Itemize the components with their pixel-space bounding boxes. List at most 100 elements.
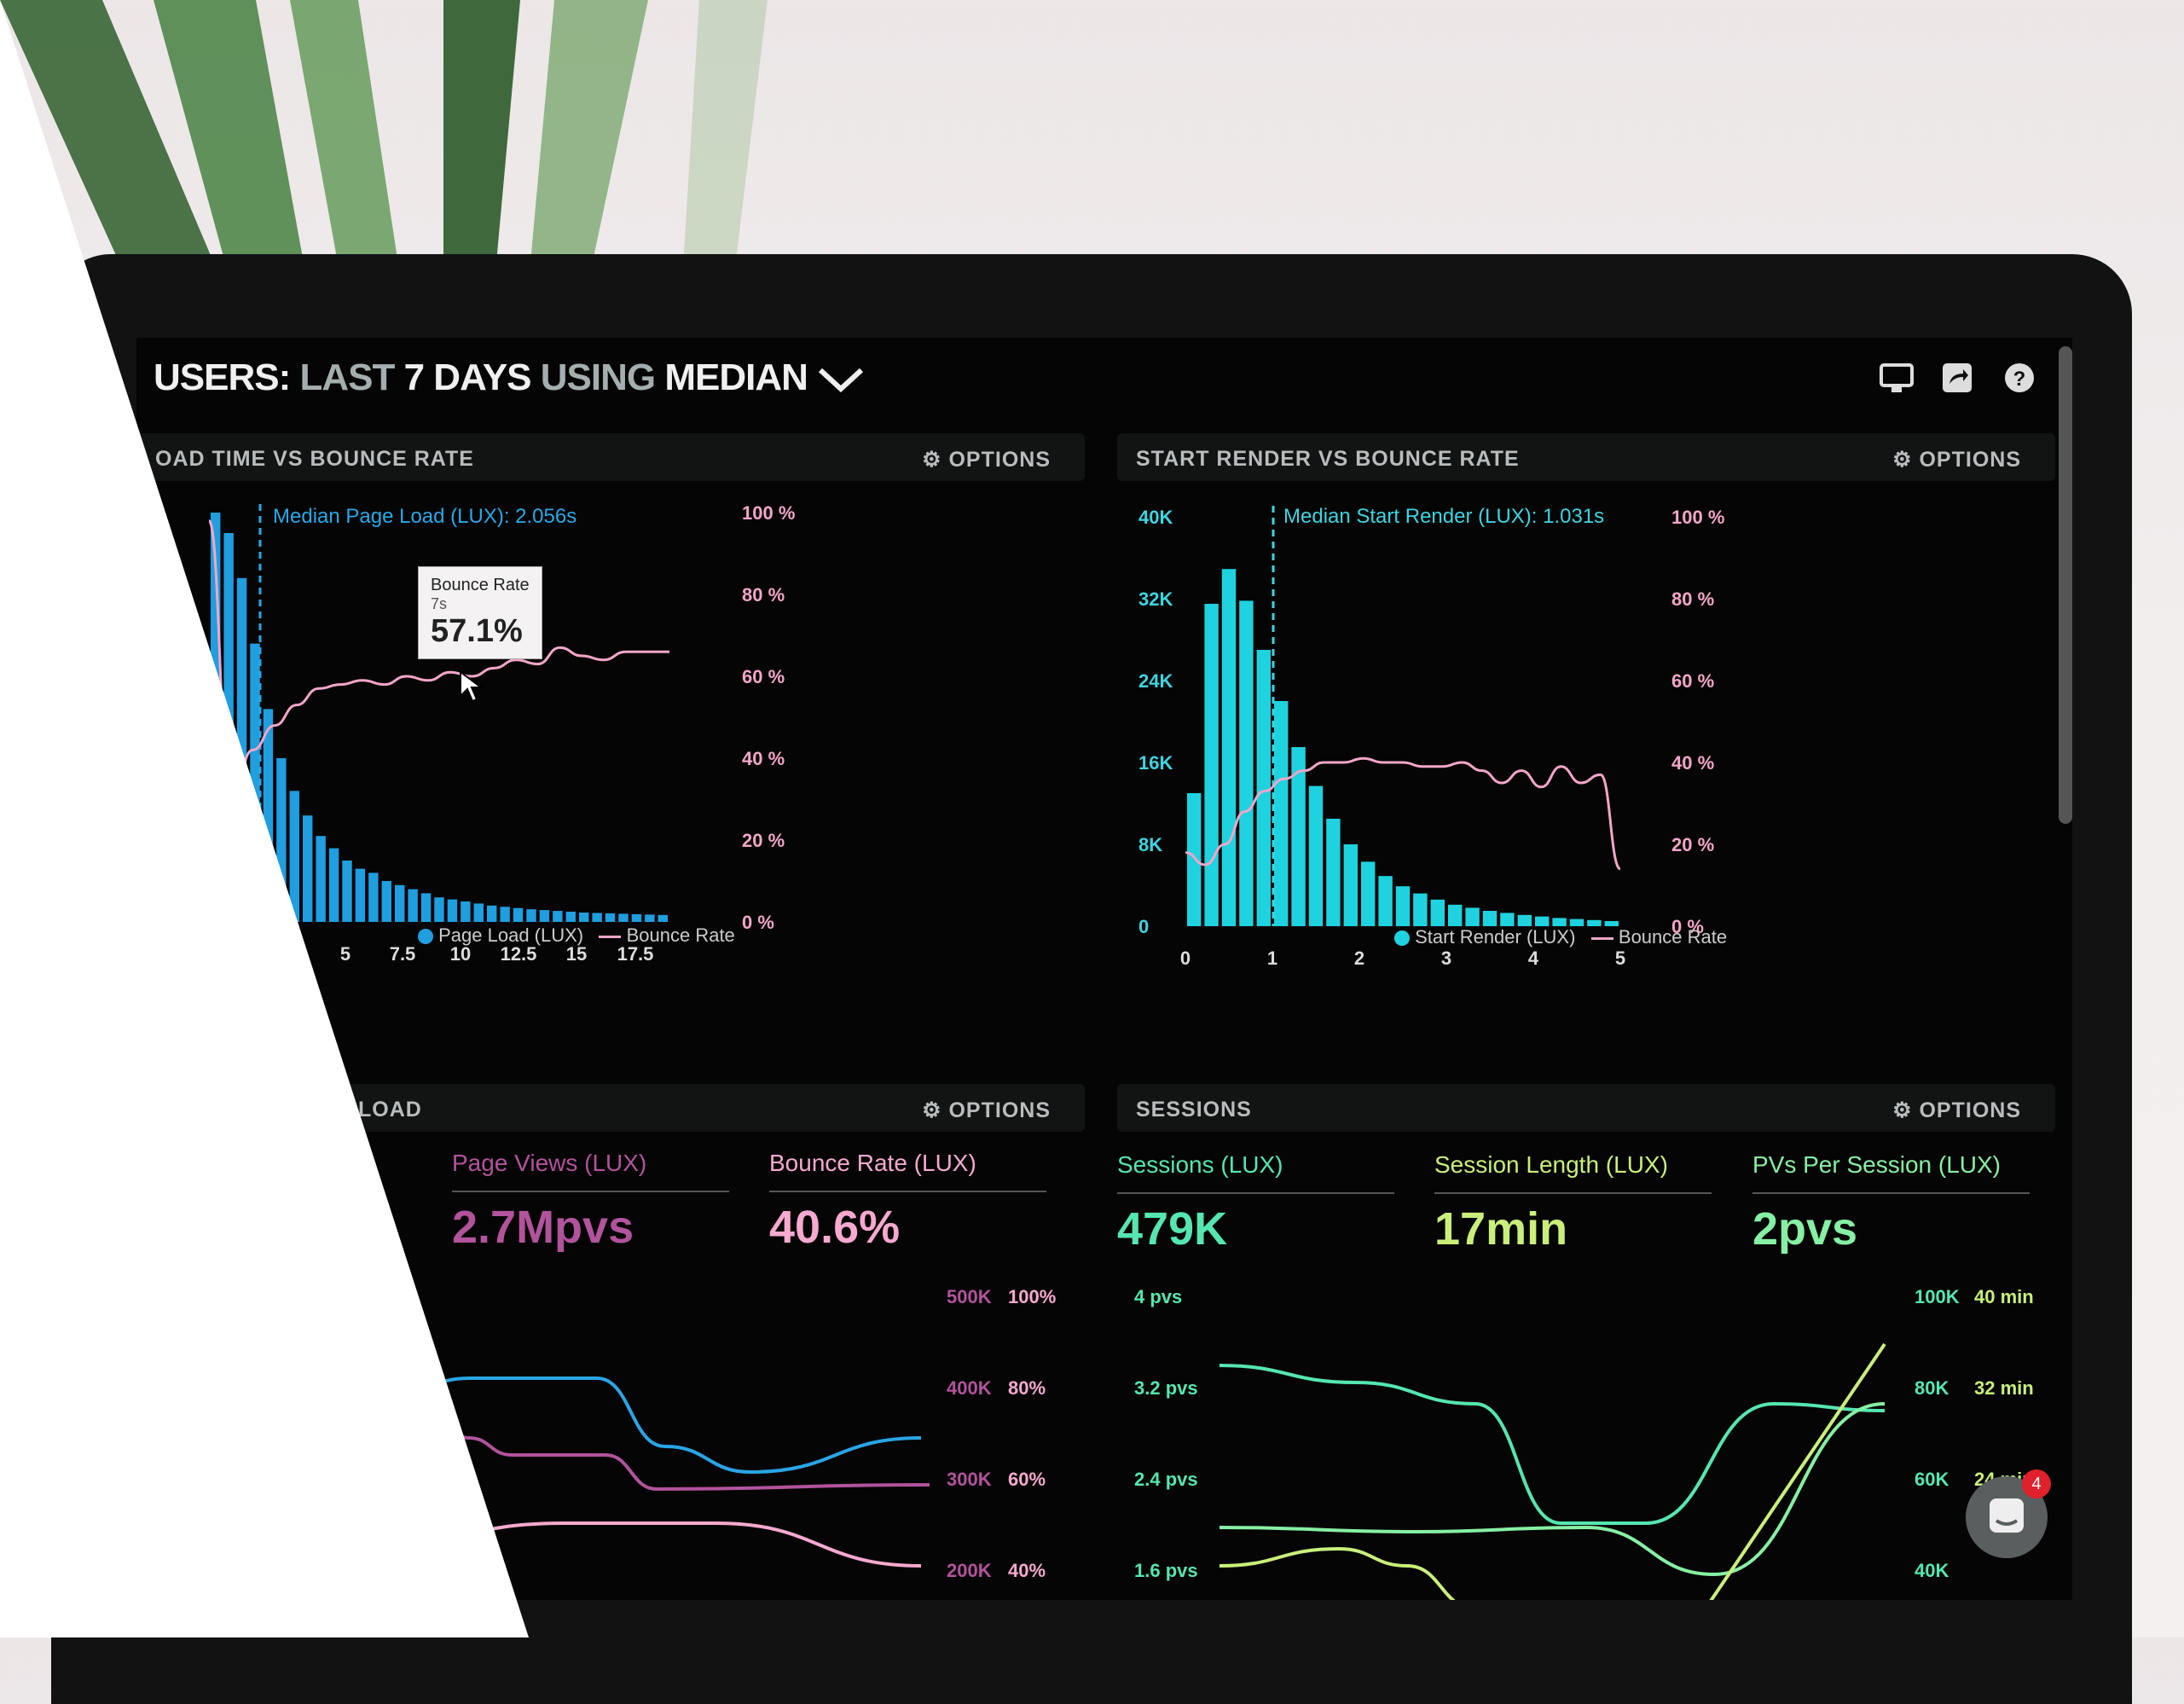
page-load-bar	[289, 791, 299, 922]
page-load-bar	[381, 881, 391, 922]
start-render-bar	[1430, 899, 1445, 926]
start-render-bar	[1221, 569, 1237, 926]
options-button[interactable]: ⚙ OPTIONS	[922, 448, 1051, 472]
start-render-bar	[1361, 861, 1376, 926]
page-load-bar	[328, 848, 339, 922]
y-axis-views-tick: 500K	[947, 1286, 992, 1307]
start-render-bar	[1308, 785, 1324, 926]
page-load-bar	[420, 893, 432, 922]
start-render-bar	[1535, 916, 1550, 926]
dashboard-screen: USERS: LAST 7 DAYS USING MEDIAN ? OAD TI…	[136, 338, 2072, 1600]
page-load-bar	[250, 643, 260, 922]
start-render-bar	[1378, 876, 1393, 926]
help-icon[interactable]: ?	[2001, 362, 2038, 394]
render-vs-bounce-chart: 40K 32K 24K 16K 8K 0 100 % 80 % 60 % 40 % 20 % 0 % 0…	[1138, 506, 1724, 969]
start-render-bar	[1482, 911, 1498, 926]
page-load-bar	[461, 901, 471, 922]
panel-title: LOAD	[358, 1098, 422, 1122]
y-axis-right-tick: 20 %	[742, 830, 785, 851]
page-load-bar	[579, 912, 589, 922]
plant-leaves-background	[0, 0, 768, 281]
y-axis-left-tick: 40K	[1138, 507, 1173, 528]
legend-page-load: Page Load (LUX)	[438, 924, 584, 946]
start-render-bar	[1187, 793, 1202, 926]
start-render-bar	[1291, 747, 1306, 926]
page-load-bar	[316, 836, 326, 922]
kpi-divider	[1752, 1192, 2030, 1194]
y-axis-sessions-tick: 80K	[1915, 1377, 1949, 1399]
chat-icon	[1990, 1498, 2024, 1533]
page-load-bar	[434, 897, 444, 922]
session-length-label: Session Length (LUX)	[1434, 1151, 1668, 1178]
page-load-bar	[658, 914, 668, 922]
page-load-bar	[355, 868, 366, 922]
page-load-bar	[592, 913, 602, 922]
y-axis-right-tick: 20 %	[1671, 834, 1714, 855]
start-render-bar	[1326, 819, 1341, 926]
pvs-per-session-value: 2pvs	[1752, 1203, 1858, 1255]
legend-panel2: Start Render (LUX) Bounce Rate	[1394, 926, 1727, 948]
page-load-bar	[553, 911, 563, 922]
load-trend-chart: 500K 400K 300K 200K 100% 80% 60% 40%	[392, 1286, 1056, 1581]
legend-dot-icon	[1394, 930, 1410, 947]
session-length-value: 17min	[1434, 1203, 1568, 1255]
options-button[interactable]: ⚙ OPTIONS	[1892, 448, 2021, 472]
header-toolbar: ?	[1878, 362, 2038, 394]
options-button[interactable]: ⚙ OPTIONS	[1892, 1098, 2021, 1122]
load-vs-bounce-chart: 100 %80 %60 %40 %20 %0 %5 7.5 10 12.5 15 17.5	[207, 502, 795, 965]
y-axis-pvs-tick: 2.4 pvs	[1134, 1469, 1198, 1490]
sessions-line	[1219, 1364, 1886, 1525]
bounce-rate-line	[392, 1521, 922, 1568]
session-length-rise-line	[1709, 1342, 1886, 1600]
chevron-down-icon[interactable]	[817, 367, 865, 393]
start-render-bar	[1239, 600, 1254, 926]
y-axis-pvs-tick: 1.6 pvs	[1134, 1560, 1198, 1581]
bounce-rate-label: Bounce Rate (LUX)	[769, 1150, 976, 1176]
monitor-icon[interactable]	[1878, 362, 1915, 394]
title-last: LAST	[299, 356, 395, 398]
panel-load-header: LOAD ⚙ OPTIONS	[136, 1084, 1085, 1132]
y-axis-left-tick: 0	[1138, 916, 1149, 937]
kpi-divider	[769, 1191, 1046, 1192]
page-load-bar	[565, 912, 576, 922]
y-axis-right-tick: 80 %	[742, 584, 785, 606]
page-load-bar	[473, 903, 484, 922]
y-axis-right-tick: 80 %	[1671, 588, 1714, 610]
page-load-bar	[539, 910, 550, 922]
x-axis-tick: 3	[1441, 948, 1451, 969]
legend-bounce-rate: Bounce Rate	[626, 924, 735, 946]
page-load-bar	[645, 914, 655, 922]
svg-text:?: ?	[2013, 368, 2026, 391]
chat-button[interactable]: 4	[1966, 1469, 2051, 1558]
title-using: USING	[540, 356, 656, 398]
panel-load-vs-bounce-header: OAD TIME VS BOUNCE RATE ⚙ OPTIONS	[136, 433, 1085, 481]
page-load-bar	[408, 889, 418, 922]
page-load-bar	[631, 913, 642, 922]
y-axis-views-tick: 300K	[947, 1469, 992, 1490]
x-axis-tick: 4	[1528, 948, 1539, 969]
legend-panel1: Page Load (LUX) Bounce Rate	[418, 924, 735, 947]
y-axis-right-tick: 40 %	[1671, 752, 1714, 774]
y-axis-pvs-tick: 4 pvs	[1134, 1286, 1182, 1307]
y-axis-right-tick: 100 %	[742, 502, 795, 524]
options-button[interactable]: ⚙ OPTIONS	[922, 1098, 1051, 1122]
notification-badge: 4	[2022, 1469, 2051, 1498]
page-views-label: Page Views (LUX)	[452, 1150, 647, 1176]
y-axis-bounce-tick: 40%	[1008, 1560, 1046, 1581]
median-start-render-label: Median Start Render (LUX): 1.031s	[1283, 505, 1605, 528]
x-axis-tick: 7.5	[390, 943, 416, 965]
sessions-value: 479K	[1117, 1203, 1228, 1255]
y-axis-right-tick: 60 %	[1671, 670, 1714, 692]
page-load-bar	[513, 907, 524, 922]
load-time-line	[392, 1377, 922, 1475]
y-axis-views-tick: 400K	[947, 1377, 992, 1399]
bounce-rate-tooltip: Bounce Rate 7s 57.1%	[418, 566, 542, 659]
x-axis-tick: 15	[566, 943, 587, 965]
bounce-rate-value: 40.6%	[769, 1202, 901, 1253]
dashboard-title[interactable]: USERS: LAST 7 DAYS USING MEDIAN	[154, 356, 865, 399]
page-views-value: 2.7Mpvs	[452, 1202, 634, 1253]
y-axis-length-tick: 32 min	[1974, 1377, 2034, 1399]
share-icon[interactable]	[1939, 362, 1977, 394]
scrollbar[interactable]	[2059, 346, 2072, 824]
x-axis-tick: 0	[1180, 948, 1190, 969]
